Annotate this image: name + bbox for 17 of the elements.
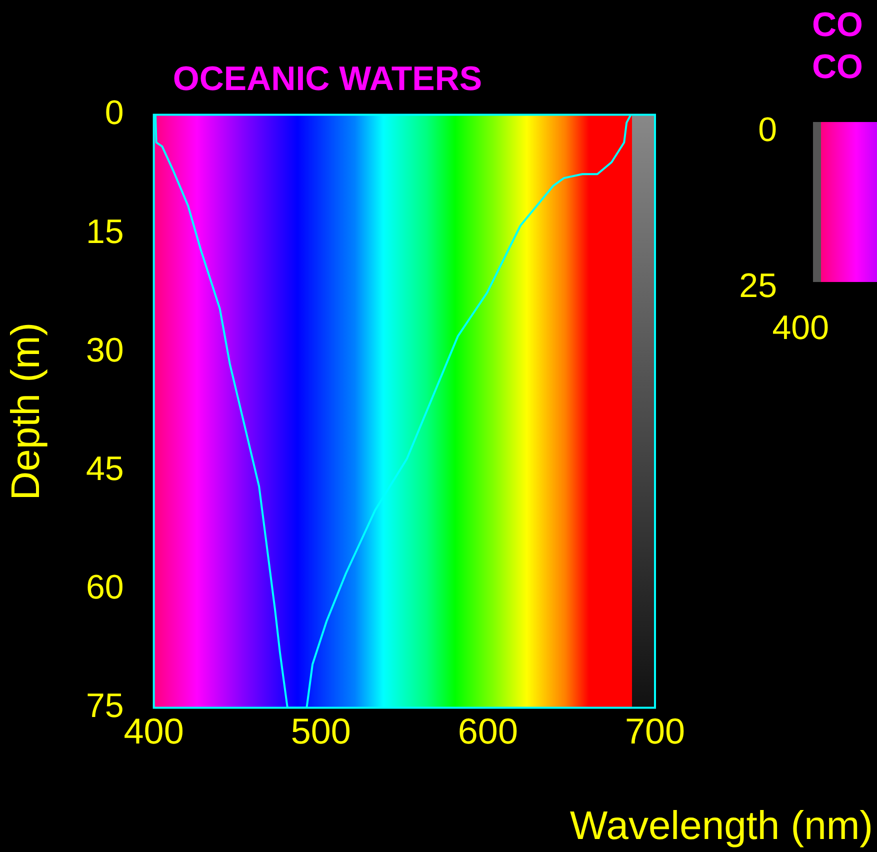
y-tick-label: 75 — [86, 687, 124, 726]
y-tick-label: 15 — [86, 212, 124, 251]
text: CO CO — [812, 5, 863, 88]
chart-title: OCEANIC WATERS — [172, 60, 482, 98]
y-axis-title: Depth (m) — [4, 322, 48, 500]
x-tick-label: 500 — [290, 710, 351, 752]
y-tick-label: 45 — [86, 450, 124, 488]
x-tick-label: 700 — [624, 710, 686, 752]
text: 0 — [758, 111, 777, 149]
text: 25 — [739, 267, 777, 305]
text: 400 — [772, 309, 829, 347]
y-tick-label: 0 — [104, 94, 124, 132]
y-tick-label: 30 — [86, 331, 124, 370]
x-axis-title: Wavelength (nm) — [570, 804, 873, 848]
x-tick-label: 400 — [124, 710, 184, 752]
x-tick-label: 600 — [458, 710, 518, 752]
y-tick-label: 60 — [86, 568, 124, 607]
